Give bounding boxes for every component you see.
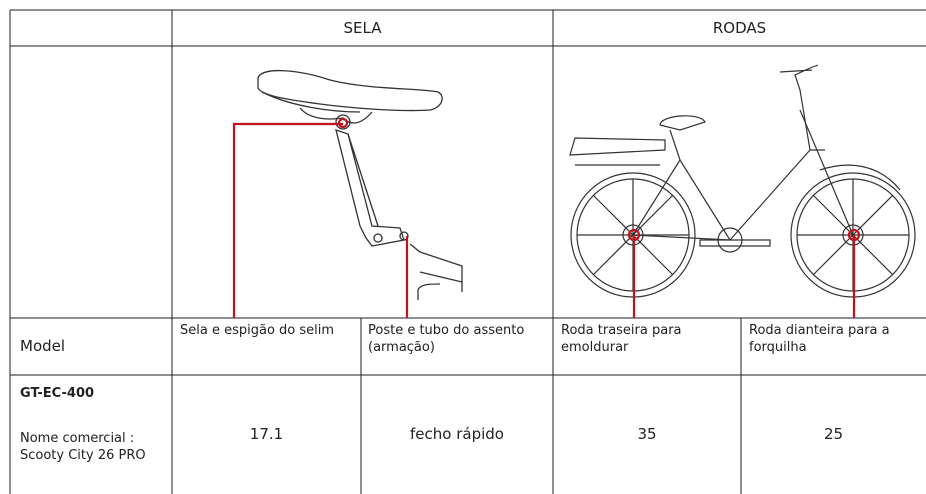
saddle-illustration [257,69,463,300]
column-header: Poste e tubo do assento (armação) [368,323,525,355]
group-header: SELA [343,18,382,37]
column-header: Model [20,337,66,355]
model-code: GT-EC-400 [20,386,95,401]
column-header: Roda traseira para emoldurar [561,323,682,355]
column-header: Sela e espigão do selim [180,323,335,338]
cell-value: 17.1 [249,425,284,443]
commercial-name: Nome comercial : Scooty City 26 PRO [20,431,146,463]
callout-lines [232,117,861,318]
cell-value: fecho rápido [410,425,504,443]
bike-illustration [569,64,916,298]
group-header: RODAS [712,18,767,37]
grid [9,9,926,494]
cell-value: 35 [637,425,657,443]
column-header: Roda dianteira para a forquilha [749,323,890,355]
cell-value: 25 [823,425,844,443]
